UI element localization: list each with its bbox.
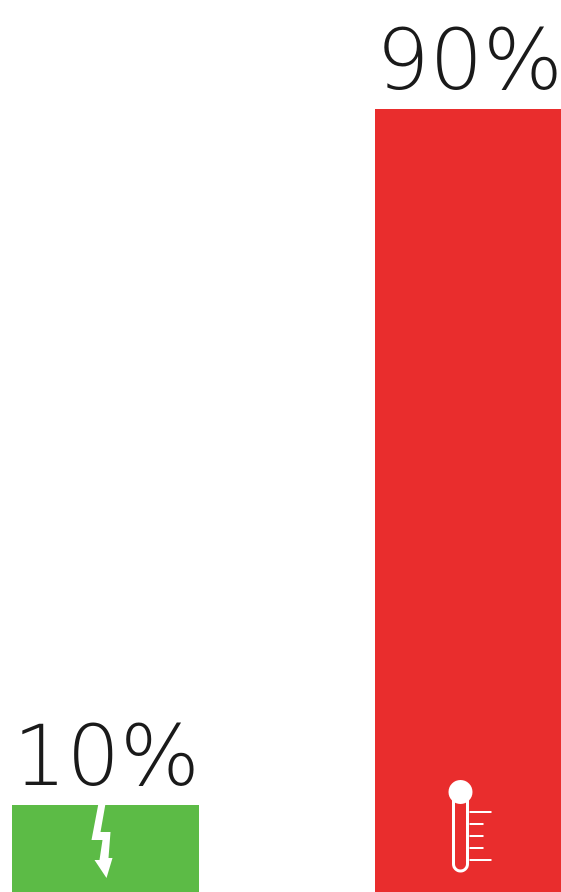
icons-layer [91,780,492,878]
labels-layer: 10% 90% [13,11,561,805]
lightning-icon [91,798,113,878]
bars-layer [12,109,561,892]
value-label-temperature: 90% [376,11,561,109]
thermometer-icon [448,780,492,873]
bar-temperature [375,109,561,892]
value-label-power: 10% [13,707,200,805]
